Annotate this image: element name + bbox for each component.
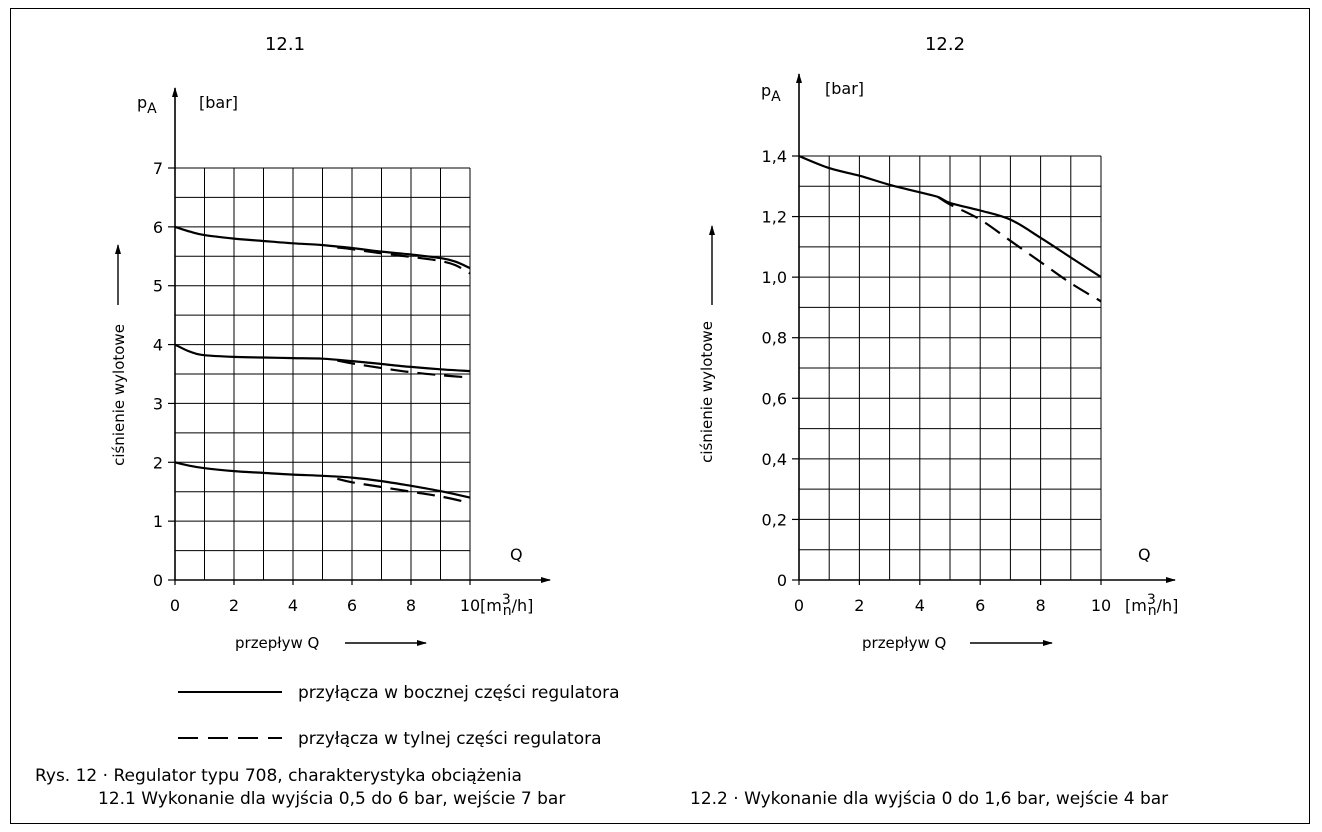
- legend-dashed-label: przyłącza w tylnej części regulatora: [298, 729, 602, 749]
- chart-grid: [175, 167, 471, 580]
- x-tick-label: 4: [288, 596, 298, 615]
- x-tick-label: 10: [1091, 596, 1111, 615]
- x-axis-unit: [m3 n/h]: [480, 592, 533, 619]
- x-tick-label: 0: [170, 596, 180, 615]
- y-axis-unit: [bar]: [825, 79, 864, 98]
- tick-labels: 0 2 4 6 8 10 0 1 2 3 4 5 6 7: [153, 159, 480, 615]
- x-axis-symbol: Q: [510, 545, 523, 564]
- y-axis-unit: [bar]: [199, 93, 238, 112]
- y-tick-label: 0,4: [762, 450, 787, 469]
- x-tick-label: 10: [460, 596, 480, 615]
- series-line-dashed: [937, 195, 1102, 303]
- x-tick-label: 8: [406, 596, 416, 615]
- series-line-dashed: [337, 246, 471, 275]
- x-axis-label: przepływ Q: [862, 634, 946, 652]
- x-tick-label: 8: [1036, 596, 1046, 615]
- series-line-solid: [174, 225, 471, 270]
- series-line-dashed: [337, 359, 471, 379]
- x-tick-label: 2: [854, 596, 864, 615]
- y-tick-label: 0: [777, 571, 787, 590]
- y-axis-label: ciśnienie wylotowe: [698, 321, 716, 463]
- series-line-dashed: [337, 477, 471, 504]
- legend-solid-label: przyłącza w bocznej części regulatora: [298, 683, 620, 703]
- chart-title: 12.2: [925, 34, 965, 55]
- y-tick-label: 0,6: [762, 389, 787, 408]
- y-tick-label: 0,8: [762, 329, 787, 348]
- y-tick-label: 0: [153, 571, 163, 590]
- y-axis-label: ciśnienie wylotowe: [110, 324, 128, 466]
- tick-labels: 0 2 4 6 8 10 0 0,2 0,4 0,6 0,8 1,0 1,2 1,4: [762, 147, 1112, 615]
- series-group: [174, 225, 471, 504]
- series-line-solid: [174, 343, 471, 373]
- y-tick-label: 6: [153, 218, 163, 237]
- y-axis-symbol: pA: [137, 93, 157, 117]
- x-axis-unit: [m3 n/h]: [1125, 592, 1178, 619]
- y-tick-label: 2: [153, 453, 163, 472]
- x-tick-label: 6: [347, 596, 357, 615]
- caption-12-1: 12.1 Wykonanie dla wyjścia 0,5 do 6 bar,…: [98, 789, 566, 809]
- chart-title: 12.1: [265, 34, 305, 55]
- y-tick-label: 7: [153, 159, 163, 178]
- y-tick-label: 1: [153, 512, 163, 531]
- y-tick-label: 4: [153, 336, 163, 355]
- caption-12-2: 12.2 · Wykonanie dla wyjścia 0 do 1,6 ba…: [690, 789, 1169, 809]
- x-tick-label: 4: [915, 596, 925, 615]
- y-tick-label: 3: [153, 394, 163, 413]
- y-axis-symbol: pA: [761, 81, 781, 105]
- x-tick-label: 0: [794, 596, 804, 615]
- figure-frame: [10, 8, 1310, 824]
- series-line-solid: [174, 461, 471, 499]
- chart-12-2: 12.2 0 2 4 6 8 10 0 0,2 0,4 0,6 0,8 1,0 1,2 1,4 pA [b…: [698, 34, 1178, 652]
- y-tick-label: 1,2: [762, 208, 787, 227]
- x-axis-label: przepływ Q: [235, 634, 319, 652]
- x-axis-symbol: Q: [1138, 545, 1151, 564]
- caption-main: Rys. 12 · Regulator typu 708, charaktery…: [35, 766, 522, 786]
- x-tick-label: 6: [975, 596, 985, 615]
- y-tick-label: 5: [153, 277, 163, 296]
- series-group: [798, 154, 1102, 303]
- y-tick-label: 1,4: [762, 147, 787, 166]
- y-tick-label: 0,2: [762, 510, 787, 529]
- legend: przyłącza w bocznej części regulatora pr…: [178, 683, 620, 749]
- x-tick-label: 2: [229, 596, 239, 615]
- y-tick-label: 1,0: [762, 268, 787, 287]
- chart-grid: [799, 155, 1102, 580]
